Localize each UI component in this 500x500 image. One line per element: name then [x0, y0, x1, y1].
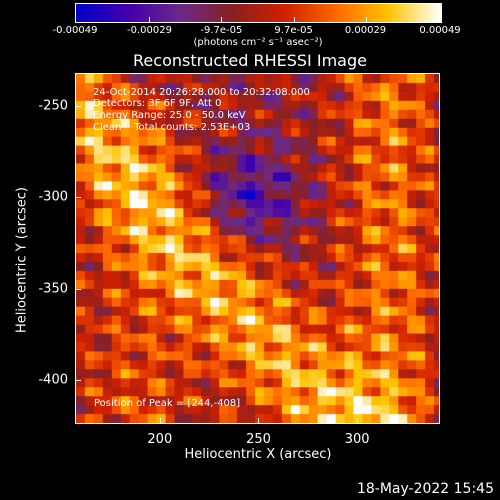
y-axis-label: Heliocentric Y (arcsec) — [14, 187, 30, 333]
annotation-time: 24-Oct-2014 20:26:28.000 to 20:32:08.000 — [93, 87, 310, 98]
y-tick-mark — [75, 197, 81, 199]
colorbar-tick-mark — [221, 17, 223, 22]
colorbar-tick-mark — [149, 17, 151, 22]
colorbar-tick-mark — [365, 17, 367, 22]
colorbar-tick-mark — [440, 17, 441, 22]
x-tick-label: 200 — [147, 432, 173, 447]
x-tick-label: 300 — [344, 432, 370, 447]
colorbar-gradient — [76, 4, 441, 22]
colorbar-tick-mark — [293, 17, 295, 22]
y-tick-label: -350 — [38, 281, 68, 297]
y-tick-mark — [75, 288, 81, 290]
colorbar-tick-label: -0.00049 — [52, 25, 98, 36]
y-tick-label: -250 — [38, 98, 68, 114]
annotation-method: Clean Total counts: 2.53E+03 — [93, 122, 251, 133]
annotation-peak: Position of Peak = [244,-408] — [94, 398, 241, 409]
annotation-detectors: Detectors: 3F 6F 9F, Att 0 — [93, 98, 222, 109]
colorbar-tick-mark — [75, 17, 76, 22]
y-tick-label: -300 — [38, 189, 68, 205]
y-tick-mark — [75, 380, 81, 382]
x-tick-mark — [357, 418, 359, 424]
y-tick-mark — [75, 105, 81, 107]
colorbar-units: (photons cm⁻² s⁻¹ asec⁻²) — [193, 37, 323, 48]
x-axis-label: Heliocentric X (arcsec) — [184, 447, 332, 462]
x-tick-mark — [159, 418, 161, 424]
plot-area — [75, 73, 440, 424]
chart-title: Reconstructed RHESSI Image — [133, 51, 367, 70]
x-tick-mark — [258, 418, 260, 424]
annotation-energy: Energy Range: 25.0 - 50.0 keV — [93, 110, 246, 121]
y-tick-label: -400 — [38, 372, 68, 388]
x-tick-label: 250 — [246, 432, 271, 447]
colorbar-tick-label: 0.00049 — [419, 25, 461, 36]
colorbar-tick-label: -0.00029 — [127, 25, 172, 36]
colorbar — [75, 3, 442, 23]
colorbar-tick-label: 9.7e-05 — [274, 25, 313, 36]
colorbar-tick-label: -9.7e-05 — [200, 25, 243, 36]
heatmap-image — [76, 74, 439, 423]
plot-timestamp: 18-May-2022 15:45 — [356, 481, 494, 497]
colorbar-tick-label: 0.00029 — [344, 25, 387, 36]
